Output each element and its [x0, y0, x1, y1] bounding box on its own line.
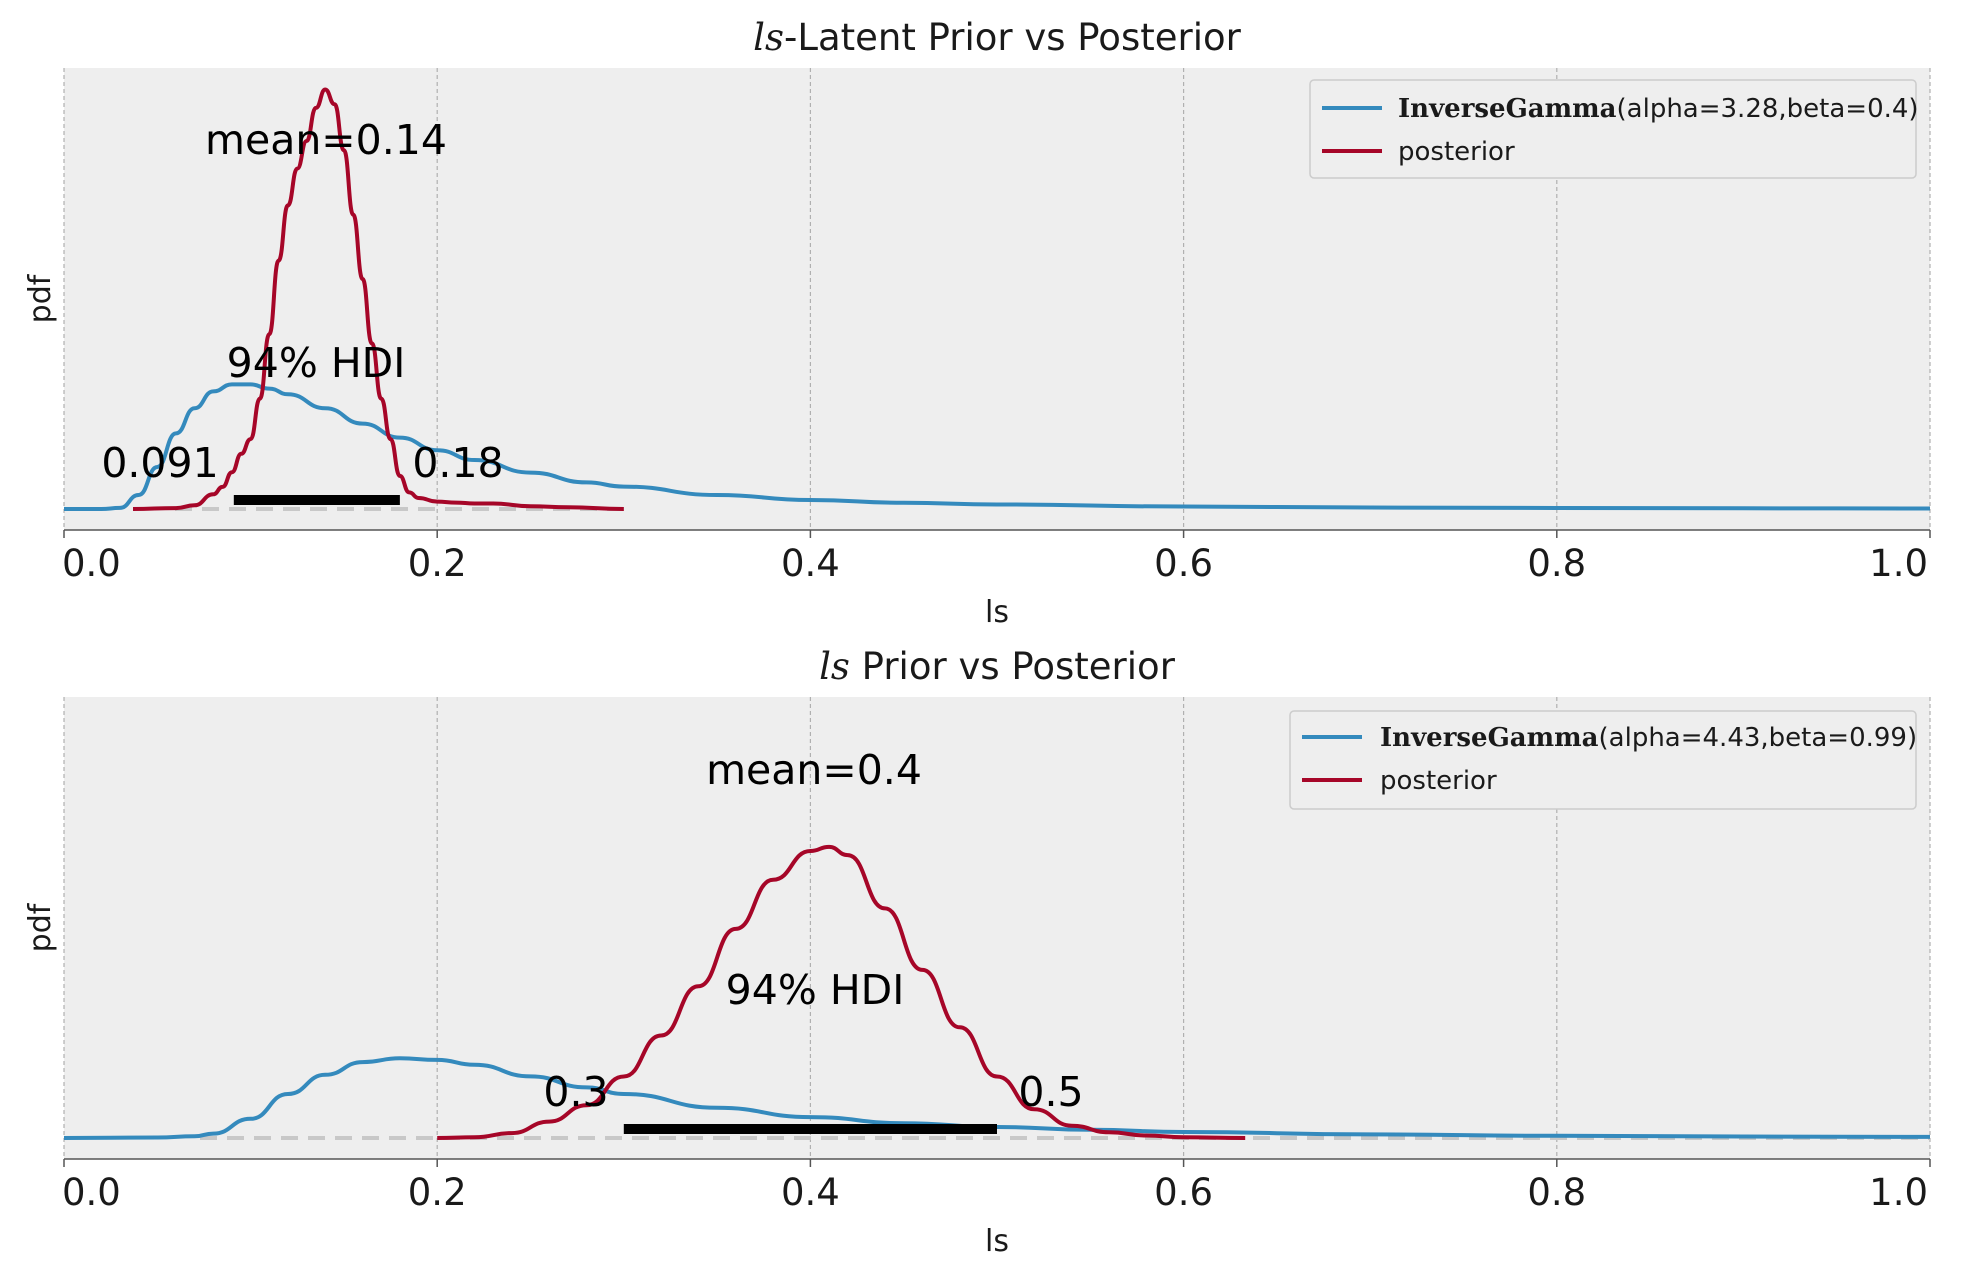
hdi-low-label-1: 0.091 — [101, 439, 218, 487]
posterior-line-1 — [132, 87, 624, 511]
x-tick-label-0.2: 0.2 — [408, 542, 467, 585]
legend-entry-prior-2: InverseGamma(alpha=4.43,beta=0.99) — [1380, 723, 1917, 753]
x-tick-label-0.8: 0.8 — [1527, 542, 1586, 585]
chart-title-2: ls Prior vs Posterior — [819, 645, 1176, 688]
y-axis-label-2: pdf — [23, 902, 58, 952]
x-tick-label-0.4: 0.4 — [781, 542, 840, 585]
prior-line-1 — [63, 382, 1931, 512]
x-tick-label-1.0: 1.0 — [1869, 1171, 1928, 1214]
posterior-line-2 — [437, 844, 1246, 1140]
x-tick-label-1.0: 1.0 — [1869, 542, 1928, 585]
prior-line-2 — [63, 1056, 1931, 1140]
legend-entry-posterior-1: posterior — [1398, 137, 1515, 167]
hdi-label-1: 94% HDI — [227, 339, 406, 387]
mean-annotation-2: mean=0.4 — [706, 746, 922, 794]
legend-1: InverseGamma(alpha=3.28,beta=0.4) poster… — [1309, 79, 1919, 179]
x-tick-label-0.0: 0.0 — [62, 542, 121, 585]
hdi-label-2: 94% HDI — [726, 966, 905, 1014]
panel-1: 0.0 0.2 0.4 0.6 0.8 1.0 ls-Latent Prior vs Po… — [23, 16, 1931, 630]
x-tick-label-0.6: 0.6 — [1154, 542, 1213, 585]
x-tick-label-0.6: 0.6 — [1154, 1171, 1213, 1214]
x-tick-label-0.4: 0.4 — [781, 1171, 840, 1214]
panel-2: 0.0 0.2 0.4 0.6 0.8 1.0 ls Prior vs Posterior… — [23, 645, 1931, 1259]
gridlines-2 — [63, 697, 1931, 1159]
gridlines-1 — [63, 68, 1931, 530]
x-tick-label-0.0: 0.0 — [62, 1171, 121, 1214]
hdi-high-label-2: 0.5 — [1018, 1068, 1083, 1116]
x-ticks-1: 0.0 0.2 0.4 0.6 0.8 1.0 — [62, 530, 1931, 585]
mean-annotation-1: mean=0.14 — [205, 116, 447, 164]
series-lines-2 — [63, 844, 1931, 1140]
legend-entry-prior-1: InverseGamma(alpha=3.28,beta=0.4) — [1398, 94, 1919, 124]
x-axis-label-1: ls — [985, 595, 1009, 630]
legend-2: InverseGamma(alpha=4.43,beta=0.99) poste… — [1289, 710, 1917, 810]
x-axis-label-2: ls — [985, 1224, 1009, 1259]
legend-box-2 — [1289, 710, 1917, 810]
hdi-high-label-1: 0.18 — [412, 439, 503, 487]
series-lines-1 — [63, 87, 1931, 512]
chart-title-1: ls-Latent Prior vs Posterior — [753, 16, 1241, 59]
y-axis-label-1: pdf — [23, 273, 58, 323]
x-tick-label-0.2: 0.2 — [408, 1171, 467, 1214]
x-ticks-2: 0.0 0.2 0.4 0.6 0.8 1.0 — [62, 1159, 1931, 1214]
legend-box-1 — [1309, 79, 1917, 179]
legend-entry-posterior-2: posterior — [1380, 766, 1497, 796]
hdi-low-label-2: 0.3 — [543, 1068, 608, 1116]
x-tick-label-0.8: 0.8 — [1527, 1171, 1586, 1214]
